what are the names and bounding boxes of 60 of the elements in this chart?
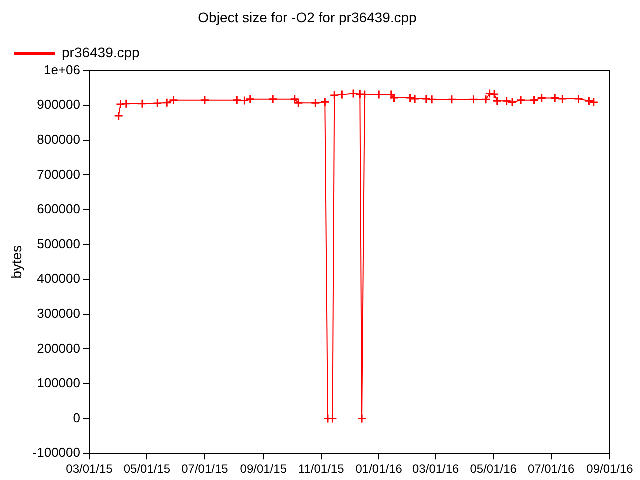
y-tick-label: 1e+06	[44, 62, 81, 78]
point	[360, 90, 370, 100]
point	[422, 94, 432, 104]
y-tick-label: 0	[73, 410, 81, 426]
y-tick-label: 200000	[37, 340, 81, 356]
y-tick-label: 500000	[37, 236, 81, 252]
y-tick-label: 300000	[37, 306, 81, 321]
x-tick-label: 09/01/16	[586, 462, 634, 476]
point	[232, 96, 242, 106]
y-tick-label: 600000	[37, 202, 81, 217]
point	[162, 98, 172, 108]
y-axis-title: bytes	[8, 245, 24, 279]
point	[357, 414, 367, 424]
point	[574, 94, 584, 104]
y-tick-label: 900000	[37, 97, 81, 112]
point	[348, 89, 358, 99]
point	[537, 94, 547, 104]
x-tick-label: 03/01/15	[66, 462, 114, 476]
x-tick-label: 07/01/16	[528, 462, 576, 476]
point	[122, 99, 132, 109]
x-tick-label: 09/01/15	[240, 462, 288, 476]
point	[550, 94, 560, 104]
point	[268, 94, 278, 104]
y-tick-label: 400000	[37, 271, 81, 286]
x-tick-label: 05/01/15	[124, 462, 171, 476]
point	[516, 96, 526, 106]
point	[330, 90, 340, 100]
point	[427, 94, 437, 104]
point	[337, 90, 347, 100]
point	[138, 99, 148, 109]
point	[246, 94, 256, 104]
point	[386, 90, 396, 100]
point	[290, 94, 300, 104]
point	[294, 98, 304, 108]
y-tick-label: 700000	[37, 166, 81, 182]
point	[116, 100, 126, 110]
point	[530, 96, 540, 106]
x-tick-label: 11/01/15	[298, 462, 345, 476]
x-tick-label: 03/01/16	[412, 462, 460, 476]
point	[320, 97, 330, 107]
point	[468, 94, 478, 104]
y-tick-label: 800000	[37, 132, 81, 147]
x-tick-label: 07/01/15	[182, 462, 229, 476]
y-tick-label: -100000	[32, 445, 81, 460]
point	[355, 90, 365, 100]
x-tick-label: 01/01/16	[356, 462, 403, 476]
x-tick-label: 05/01/16	[470, 462, 518, 476]
chart-title: Object size for -O2 for pr36439.cpp	[198, 9, 418, 26]
point	[558, 94, 568, 104]
point	[481, 94, 491, 104]
point	[114, 111, 124, 121]
point	[168, 96, 178, 106]
y-tick-label: 100000	[37, 376, 81, 391]
point	[240, 96, 250, 106]
legend-label: pr36439.cpp	[62, 44, 140, 61]
point	[310, 98, 320, 108]
point	[152, 98, 162, 108]
point	[447, 94, 457, 104]
point	[374, 90, 384, 100]
point	[200, 96, 210, 106]
